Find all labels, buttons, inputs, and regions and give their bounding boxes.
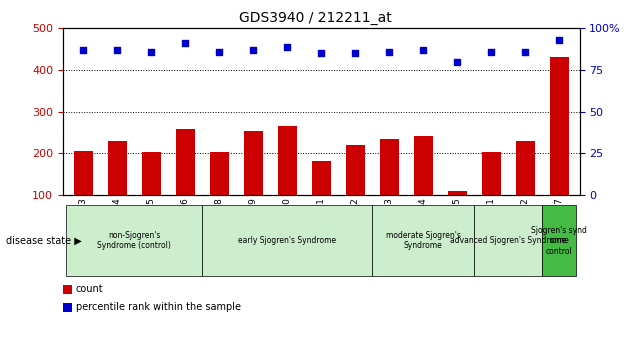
Text: count: count: [76, 284, 103, 295]
Bar: [312, 161, 331, 195]
Point: [316, 51, 326, 56]
Point: [78, 47, 88, 53]
Point: [554, 37, 564, 43]
Text: moderate Sjogren's
Syndrome: moderate Sjogren's Syndrome: [386, 231, 461, 250]
Point: [112, 47, 122, 53]
Bar: [550, 57, 568, 195]
Point: [520, 49, 530, 55]
Text: GDS3940 / 212211_at: GDS3940 / 212211_at: [239, 11, 391, 25]
Bar: [176, 129, 195, 195]
Point: [248, 47, 258, 53]
Text: advanced Sjogren's Syndrome: advanced Sjogren's Syndrome: [450, 236, 566, 245]
Bar: [74, 151, 93, 195]
Point: [350, 51, 360, 56]
Text: non-Sjogren's
Syndrome (control): non-Sjogren's Syndrome (control): [98, 231, 171, 250]
Bar: [414, 137, 433, 195]
Bar: [516, 141, 535, 195]
Bar: [108, 141, 127, 195]
Text: disease state ▶: disease state ▶: [6, 236, 82, 246]
Point: [146, 49, 156, 55]
Point: [180, 40, 190, 46]
Point: [486, 49, 496, 55]
Bar: [346, 145, 365, 195]
Point: [384, 49, 394, 55]
Bar: [210, 152, 229, 195]
Point: [282, 44, 292, 50]
Bar: [380, 138, 399, 195]
Point: [214, 49, 224, 55]
Point: [452, 59, 462, 64]
Text: early Sjogren's Syndrome: early Sjogren's Syndrome: [238, 236, 336, 245]
Bar: [142, 152, 161, 195]
Bar: [278, 126, 297, 195]
Bar: [244, 131, 263, 195]
Bar: [448, 192, 467, 195]
Point: [418, 47, 428, 53]
Text: Sjogren's synd
rome
control: Sjogren's synd rome control: [531, 226, 587, 256]
Text: percentile rank within the sample: percentile rank within the sample: [76, 302, 241, 312]
Bar: [482, 152, 501, 195]
